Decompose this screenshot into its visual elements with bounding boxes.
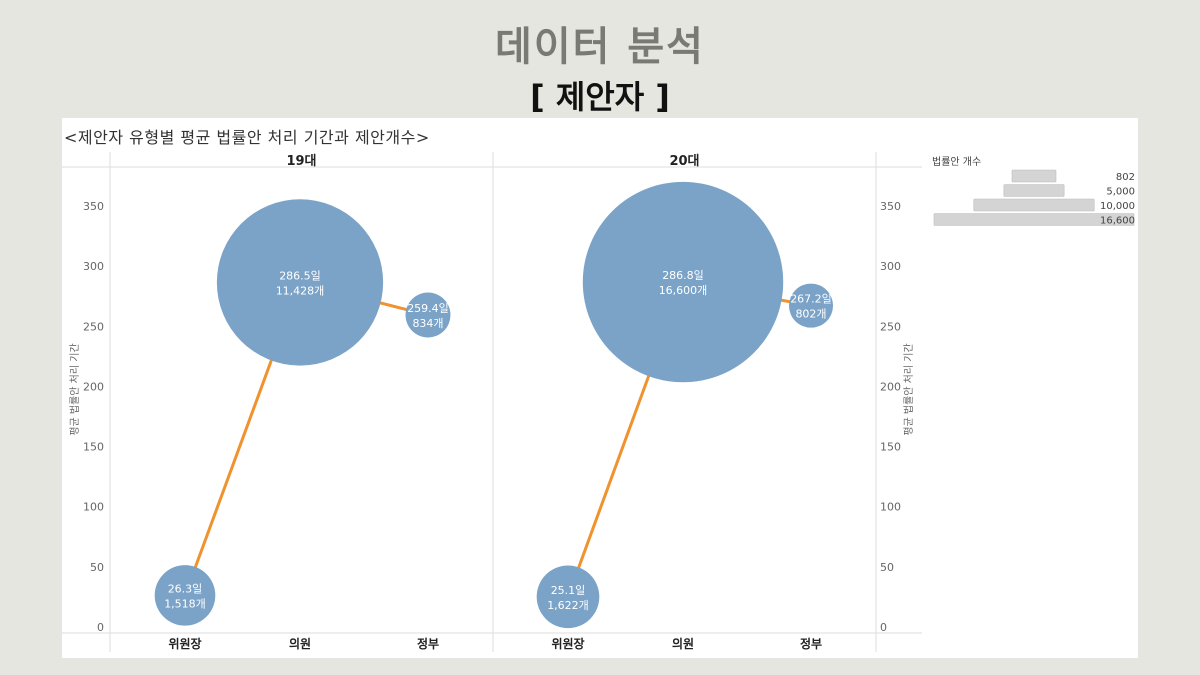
y-tick-left: 200 — [83, 380, 104, 393]
size-legend-bar — [1003, 184, 1065, 197]
x-category-label: 의원 — [289, 636, 311, 651]
bubble-label-days: 25.1일 — [551, 583, 586, 597]
size-legend-title: 법률안 개수 — [932, 156, 981, 168]
y-tick-right: 150 — [880, 441, 901, 454]
y-tick-right: 0 — [880, 621, 887, 634]
bubble — [788, 283, 834, 328]
panel-header: 20대 — [669, 154, 699, 169]
bubble — [536, 565, 600, 629]
x-category-label: 위원장 — [168, 637, 201, 651]
size-legend-label: 16,600 — [1100, 216, 1135, 227]
y-axis-label-left: 평균 법률안 처리 기간 — [69, 343, 81, 435]
y-tick-left: 150 — [83, 441, 104, 454]
y-tick-left: 300 — [83, 260, 104, 273]
size-legend-label: 5,000 — [1106, 187, 1135, 198]
y-tick-right: 350 — [880, 200, 901, 213]
size-legend-bar — [1011, 169, 1057, 183]
bubble-label-days: 267.2일 — [790, 292, 832, 306]
bubble — [216, 199, 384, 366]
size-legend-label: 10,000 — [1100, 201, 1135, 212]
bubble — [582, 181, 784, 383]
x-category-label: 의원 — [672, 636, 694, 651]
y-tick-left: 0 — [97, 621, 104, 634]
x-category-label: 정부 — [417, 636, 439, 651]
y-tick-right: 250 — [880, 320, 901, 333]
y-axis-label-right: 평균 법률안 처리 기간 — [903, 343, 915, 435]
bubble-label-count: 1,518개 — [164, 597, 206, 610]
bubble-label-days: 286.8일 — [662, 268, 704, 282]
y-tick-left: 100 — [83, 501, 104, 514]
y-tick-right: 100 — [880, 501, 901, 514]
size-legend-bar — [933, 213, 1135, 226]
bubble-label-count: 834개 — [412, 317, 443, 330]
y-tick-left: 250 — [83, 320, 104, 333]
chart-title: <제안자 유형별 평균 법률안 처리 기간과 제안개수> — [64, 128, 430, 147]
y-tick-left: 350 — [83, 200, 104, 213]
bubble — [405, 292, 451, 338]
bubble-label-days: 259.4일 — [407, 301, 449, 315]
y-tick-right: 200 — [880, 380, 901, 393]
bubble-label-days: 26.3일 — [168, 581, 203, 595]
bubble-label-count: 16,600개 — [659, 284, 708, 297]
x-category-label: 위원장 — [551, 637, 584, 651]
bubble — [154, 565, 216, 626]
chart-panel — [62, 118, 1138, 658]
bubble-label-count: 1,622개 — [547, 599, 589, 612]
bubble-label-count: 11,428개 — [276, 284, 325, 297]
size-legend-bar — [973, 198, 1095, 212]
y-tick-left: 50 — [90, 561, 104, 574]
panel-header: 19대 — [286, 154, 316, 169]
slide-title: 데이터 분석 — [495, 24, 705, 70]
size-legend-label: 802 — [1116, 172, 1135, 183]
y-tick-right: 50 — [880, 561, 894, 574]
slide-subtitle: [ 제안자 ] — [530, 78, 670, 116]
x-category-label: 정부 — [800, 636, 822, 651]
bubble-label-count: 802개 — [795, 308, 826, 321]
bubble-label-days: 286.5일 — [279, 268, 321, 282]
y-tick-right: 300 — [880, 260, 901, 273]
